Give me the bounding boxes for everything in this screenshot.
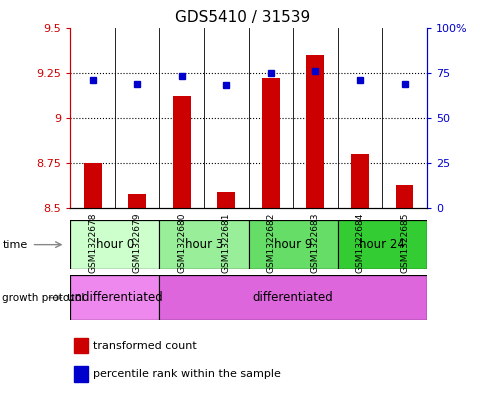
Bar [395, 185, 412, 208]
Bar [306, 55, 324, 208]
Bar [74, 338, 88, 353]
Text: hour 0: hour 0 [95, 238, 134, 251]
Text: hour 3: hour 3 [184, 238, 223, 251]
Text: GSM1322679: GSM1322679 [133, 212, 141, 273]
Text: GSM1322685: GSM1322685 [399, 212, 408, 273]
Text: GSM1322683: GSM1322683 [310, 212, 319, 273]
Bar [350, 154, 368, 208]
Text: GSM1322684: GSM1322684 [355, 212, 363, 273]
Text: GSM1322682: GSM1322682 [266, 212, 275, 273]
Text: hour 9: hour 9 [273, 238, 312, 251]
Text: growth protocol: growth protocol [2, 293, 85, 303]
Bar [70, 275, 159, 320]
Text: transformed count: transformed count [93, 340, 197, 351]
Text: differentiated: differentiated [252, 291, 333, 304]
Text: GSM1322681: GSM1322681 [221, 212, 230, 273]
Text: percentile rank within the sample: percentile rank within the sample [93, 369, 281, 379]
Text: GSM1322678: GSM1322678 [88, 212, 97, 273]
Bar [159, 275, 426, 320]
Text: time: time [2, 240, 28, 250]
Bar [261, 78, 279, 208]
Bar [128, 194, 146, 208]
Bar [248, 220, 337, 269]
Text: hour 24: hour 24 [359, 238, 404, 251]
Bar [217, 192, 235, 208]
Bar [159, 220, 248, 269]
Text: undifferentiated: undifferentiated [67, 291, 163, 304]
Bar [74, 366, 88, 382]
Bar [84, 163, 101, 208]
Bar [337, 220, 426, 269]
Text: GSM1322680: GSM1322680 [177, 212, 186, 273]
Text: GDS5410 / 31539: GDS5410 / 31539 [175, 10, 309, 25]
Bar [70, 220, 159, 269]
Bar [172, 96, 190, 208]
